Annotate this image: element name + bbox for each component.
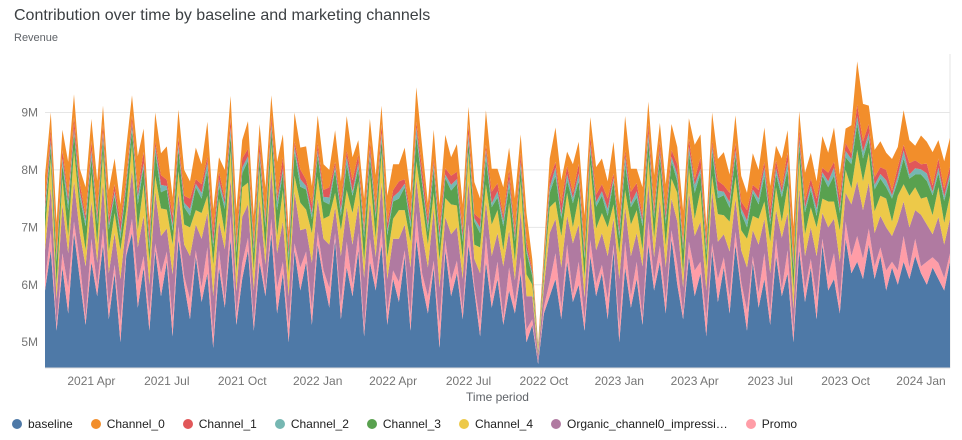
x-tick-label: 2022 Jan <box>293 374 342 388</box>
x-tick-label: 2022 Apr <box>369 374 417 388</box>
y-tick-label: 7M <box>21 220 38 234</box>
legend-item-promo[interactable]: Promo <box>745 417 798 431</box>
x-tick-label: 2021 Apr <box>67 374 115 388</box>
legend-swatch-icon <box>182 419 193 429</box>
legend-item-organic-channel0-impressi-[interactable]: Organic_channel0_impressi… <box>551 417 728 431</box>
legend-item-channel-0[interactable]: Channel_0 <box>90 417 165 431</box>
y-tick-label: 8M <box>21 163 38 177</box>
legend-label: Channel_0 <box>106 417 165 431</box>
area-promo[interactable] <box>45 213 950 364</box>
legend-label: Organic_channel0_impressi… <box>567 417 728 431</box>
x-tick-label: 2021 Jul <box>144 374 189 388</box>
x-axis-title: Time period <box>466 390 529 404</box>
x-tick-label: 2022 Jul <box>446 374 491 388</box>
area-organic-channel0-impressi-[interactable] <box>45 169 950 363</box>
legend-swatch-icon <box>745 419 756 429</box>
legend-item-channel-1[interactable]: Channel_1 <box>182 417 257 431</box>
legend-label: Channel_2 <box>290 417 349 431</box>
x-tick-label: 2023 Jan <box>595 374 644 388</box>
legend-label: Promo <box>761 417 798 431</box>
area-channel-4[interactable] <box>45 144 950 356</box>
y-tick-label: 5M <box>21 335 38 349</box>
y-tick-label: 9M <box>21 106 38 120</box>
x-tick-label: 2023 Jul <box>748 374 793 388</box>
chart-legend: baseline Channel_0 Channel_1 Channel_2 Chann… <box>12 417 797 431</box>
legend-item-channel-3[interactable]: Channel_3 <box>366 417 441 431</box>
legend-swatch-icon <box>551 419 562 429</box>
legend-item-channel-2[interactable]: Channel_2 <box>274 417 349 431</box>
legend-swatch-icon <box>90 419 101 429</box>
chart-title: Contribution over time by baseline and m… <box>14 7 431 24</box>
legend-swatch-icon <box>12 419 22 429</box>
legend-item-baseline[interactable]: baseline <box>12 417 73 431</box>
y-axis-title: Revenue <box>14 32 59 44</box>
x-tick-label: 2023 Apr <box>671 374 719 388</box>
legend-item-channel-4[interactable]: Channel_4 <box>458 417 534 431</box>
legend-swatch-icon <box>366 419 377 429</box>
legend-label: Channel_3 <box>382 417 441 431</box>
x-tick-label: 2023 Oct <box>821 374 870 388</box>
x-tick-label: 2021 Oct <box>218 374 267 388</box>
area-baseline[interactable] <box>45 233 950 368</box>
legend-swatch-icon <box>274 419 285 429</box>
x-tick-label: 2024 Jan <box>896 374 945 388</box>
legend-label: Channel_4 <box>474 417 534 431</box>
legend-label: Channel_1 <box>198 417 257 431</box>
area-channel-1[interactable] <box>45 104 950 350</box>
legend-swatch-icon <box>458 419 469 429</box>
y-tick-label: 6M <box>21 278 38 292</box>
x-tick-label: 2022 Oct <box>520 374 569 388</box>
area-channel-3[interactable] <box>45 124 950 353</box>
area-channel-0[interactable] <box>45 61 950 348</box>
legend-label: baseline <box>28 417 73 431</box>
